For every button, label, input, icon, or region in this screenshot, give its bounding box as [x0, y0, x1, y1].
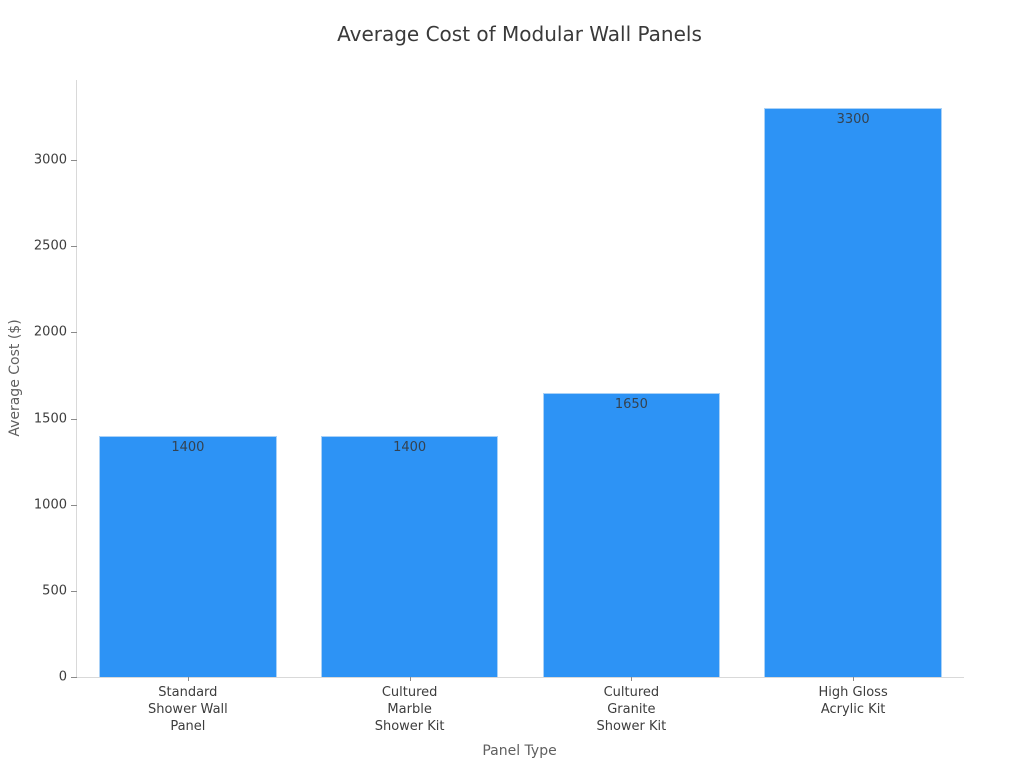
- y-tick-label: 2000: [33, 324, 67, 340]
- bar-value-label: 3300: [836, 112, 870, 128]
- bar: 1400: [99, 435, 277, 677]
- y-tick-mark: [71, 504, 77, 506]
- bar: 1650: [542, 392, 721, 677]
- y-tick-mark: [71, 418, 77, 420]
- y-tick-mark: [71, 332, 77, 334]
- y-tick-mark: [71, 160, 77, 162]
- y-tick-label: 1500: [33, 411, 67, 427]
- y-tick-label: 0: [58, 669, 67, 685]
- y-tick-mark: [71, 677, 77, 678]
- bar: 3300: [764, 108, 942, 677]
- bar: 1400: [320, 435, 499, 677]
- x-tick-mark: [853, 677, 855, 681]
- x-tick-label: Standard Shower Wall Panel: [147, 685, 228, 734]
- x-tick-label: High Gloss Acrylic Kit: [818, 685, 888, 717]
- y-tick-label: 500: [42, 583, 67, 599]
- y-tick-mark: [71, 246, 77, 248]
- x-tick-mark: [187, 677, 189, 681]
- bar-value-label: 1650: [614, 396, 648, 412]
- chart-title: Average Cost of Modular Wall Panels: [337, 22, 702, 46]
- x-tick-mark: [631, 677, 633, 681]
- x-tick-label: Cultured Granite Shower Kit: [596, 685, 667, 734]
- y-tick-label: 3000: [33, 152, 67, 168]
- bar-value-label: 1400: [393, 439, 427, 455]
- y-tick-label: 2500: [33, 238, 67, 254]
- x-tick-mark: [409, 677, 411, 681]
- y-tick-label: 1000: [33, 497, 67, 513]
- bar-value-label: 1400: [171, 439, 205, 455]
- x-axis-label: Panel Type: [482, 743, 557, 759]
- y-axis-label: Average Cost ($): [7, 319, 23, 437]
- y-tick-mark: [71, 590, 77, 592]
- x-tick-label: Cultured Marble Shower Kit: [374, 685, 445, 734]
- plot-area: 0 500 1000 1500 2000 2500 3000 1400 Standard Sho…: [34, 80, 964, 734]
